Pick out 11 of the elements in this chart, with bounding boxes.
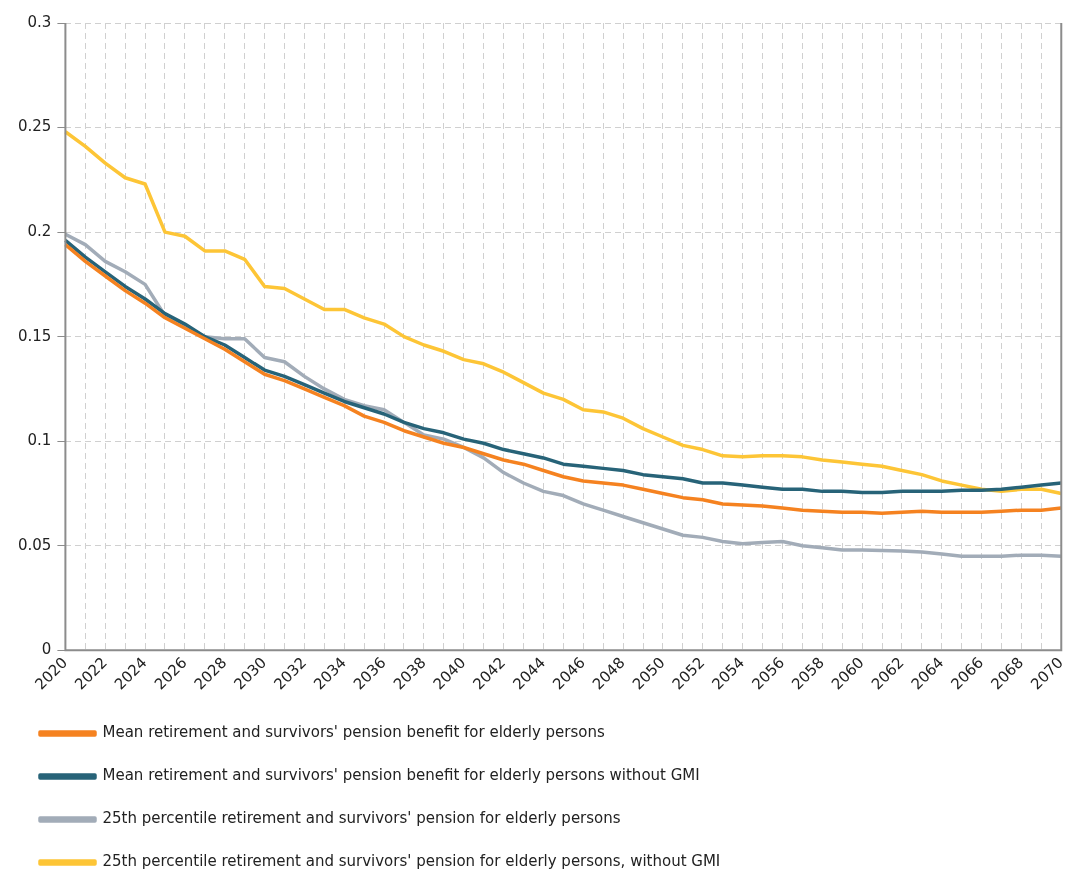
y-tick-label: 0.25 — [17, 117, 52, 136]
legend-label: Mean retirement and survivors' pension benefit for elderly persons — [102, 723, 605, 742]
legend-label: 25th percentile retirement and survivors' pension for elderly persons, without GMI — [102, 852, 721, 871]
y-tick-label: 0 — [41, 640, 52, 659]
y-tick-label: 0.2 — [27, 221, 52, 240]
y-tick-label: 0.3 — [27, 12, 52, 31]
y-tick-label: 0.1 — [27, 431, 52, 450]
legend-label: 25th percentile retirement and survivors' pension for elderly persons — [102, 809, 621, 828]
y-tick-label: 0.15 — [17, 326, 52, 345]
y-tick-label: 0.05 — [17, 535, 52, 554]
legend-label: Mean retirement and survivors' pension benefit for elderly persons without GMI — [102, 766, 700, 785]
